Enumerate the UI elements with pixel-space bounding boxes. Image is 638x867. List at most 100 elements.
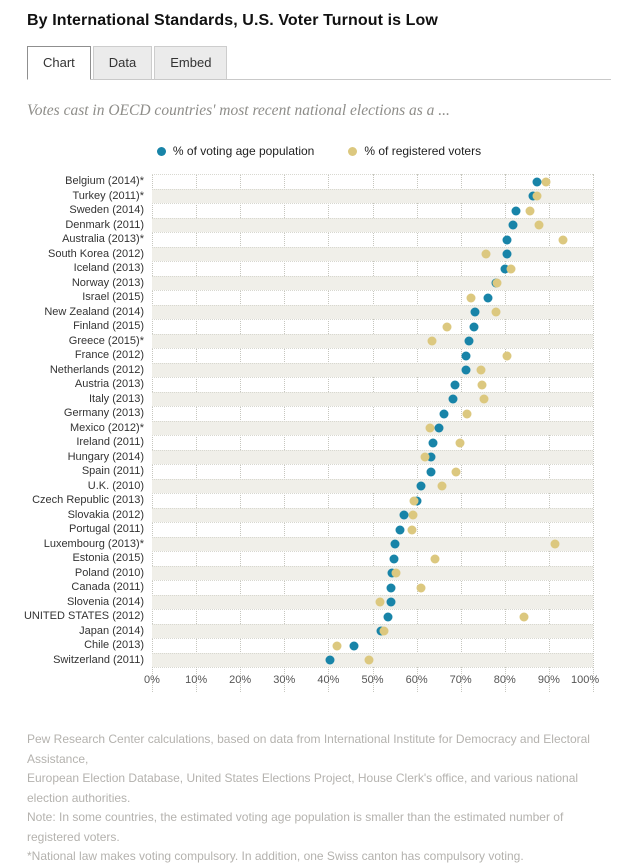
- vap-dot: [502, 235, 512, 245]
- chart-row: Belgium (2014)*: [0, 174, 638, 189]
- registered-dot: [476, 365, 486, 375]
- registered-dot: [364, 655, 374, 665]
- country-label: Denmark (2011): [65, 218, 144, 231]
- tab-embed[interactable]: Embed: [154, 46, 228, 80]
- row-plot-area: [152, 246, 593, 261]
- row-plot-area: [152, 493, 593, 508]
- registered-dot: [425, 423, 435, 433]
- vap-dot: [325, 655, 335, 665]
- country-label: Sweden (2014): [69, 204, 144, 216]
- registered-dot: [502, 351, 512, 361]
- row-plot-area: [152, 609, 593, 624]
- legend-label: % of registered voters: [364, 144, 482, 158]
- country-label: Poland (2010): [74, 566, 144, 579]
- chart-row: Hungary (2014): [0, 449, 638, 464]
- vap-dot: [464, 336, 474, 346]
- x-tick-label: 60%: [405, 674, 428, 686]
- country-label: Greece (2015)*: [68, 334, 144, 347]
- vap-dot: [416, 481, 426, 491]
- chart-row: Czech Republic (2013): [0, 493, 638, 508]
- vap-dot: [502, 249, 512, 259]
- chart-row: Israel (2015): [0, 290, 638, 305]
- chart-row: U.K. (2010): [0, 478, 638, 493]
- country-label: UNITED STATES (2012): [23, 610, 144, 622]
- chart-row: New Zealand (2014): [0, 304, 638, 319]
- registered-dot: [462, 409, 472, 419]
- registered-dot: [519, 612, 529, 622]
- country-label: Italy (2013): [88, 392, 144, 405]
- vap-dot: [461, 351, 471, 361]
- legend-dot-icon: [348, 146, 358, 156]
- registered-dot: [466, 293, 476, 303]
- vap-dot: [389, 554, 399, 564]
- registered-dot: [332, 641, 342, 651]
- x-tick-label: 40%: [317, 674, 340, 686]
- country-label: Switzerland (2011): [53, 653, 144, 666]
- vap-dot: [470, 307, 480, 317]
- country-label: Israel (2015): [82, 291, 144, 303]
- row-plot-area: [152, 594, 593, 609]
- vap-dot: [386, 583, 396, 593]
- country-label: Hungary (2014): [67, 450, 144, 463]
- country-label: Portugal (2011): [68, 523, 144, 535]
- x-tick-label: 100%: [571, 674, 600, 686]
- country-label: Mexico (2012)*: [70, 421, 144, 434]
- registered-dot: [492, 278, 502, 288]
- vap-dot: [426, 452, 436, 462]
- registered-dot: [408, 510, 418, 520]
- registered-dot: [416, 583, 426, 593]
- row-plot-area: [152, 507, 593, 522]
- chart-row: Greece (2015)*: [0, 333, 638, 348]
- tab-bar: Chart Data Embed: [27, 44, 611, 80]
- x-tick-label: 70%: [449, 674, 472, 686]
- chart-row: Austria (2013): [0, 377, 638, 392]
- row-plot-area: [152, 638, 593, 653]
- vap-dot: [448, 394, 458, 404]
- row-plot-area: [152, 232, 593, 247]
- country-label: Netherlands (2012): [49, 363, 144, 376]
- vap-dot: [532, 177, 542, 187]
- row-plot-area: [152, 623, 593, 638]
- note-line: Note: In some countries, the estimated v…: [27, 810, 564, 844]
- vap-dot: [434, 423, 444, 433]
- country-label: Luxembourg (2013)*: [43, 537, 144, 550]
- country-label: South Korea (2012): [47, 247, 144, 260]
- registered-dot: [541, 177, 551, 187]
- vap-dot: [511, 206, 521, 216]
- legend-item-voting-age-population: % of voting age population: [156, 144, 314, 158]
- country-label: Australia (2013)*: [62, 233, 144, 245]
- registered-dot: [455, 438, 465, 448]
- registered-dot: [375, 597, 385, 607]
- registered-dot: [481, 249, 491, 259]
- chart-row: Sweden (2014): [0, 203, 638, 218]
- row-plot-area: [152, 217, 593, 232]
- chart-row: Turkey (2011)*: [0, 188, 638, 203]
- registered-dot: [420, 452, 430, 462]
- legend-item-registered-voters: % of registered voters: [348, 144, 481, 158]
- chart-row: Ireland (2011): [0, 435, 638, 450]
- row-plot-area: [152, 478, 593, 493]
- country-label: France (2012): [74, 349, 144, 361]
- vap-dot: [426, 467, 436, 477]
- vap-dot: [483, 293, 493, 303]
- chart-row: Slovenia (2014): [0, 594, 638, 609]
- vap-dot: [395, 525, 405, 535]
- chart-row: Chile (2013): [0, 638, 638, 653]
- chart-row: Australia (2013)*: [0, 232, 638, 247]
- registered-dot: [491, 307, 501, 317]
- row-plot-area: [152, 188, 593, 203]
- registered-dot: [558, 235, 568, 245]
- chart-legend: % of voting age population % of registere…: [27, 144, 611, 158]
- row-plot-area: [152, 420, 593, 435]
- chart-row: Norway (2013): [0, 275, 638, 290]
- x-tick-label: 10%: [185, 674, 208, 686]
- vap-dot: [461, 365, 471, 375]
- tab-data[interactable]: Data: [92, 46, 153, 80]
- row-plot-area: [152, 319, 593, 334]
- tab-chart[interactable]: Chart: [27, 46, 91, 80]
- vap-dot: [349, 641, 359, 651]
- vap-dot: [508, 220, 518, 230]
- country-label: U.K. (2010): [87, 479, 144, 492]
- chart-row: France (2012): [0, 348, 638, 363]
- vap-dot: [383, 612, 393, 622]
